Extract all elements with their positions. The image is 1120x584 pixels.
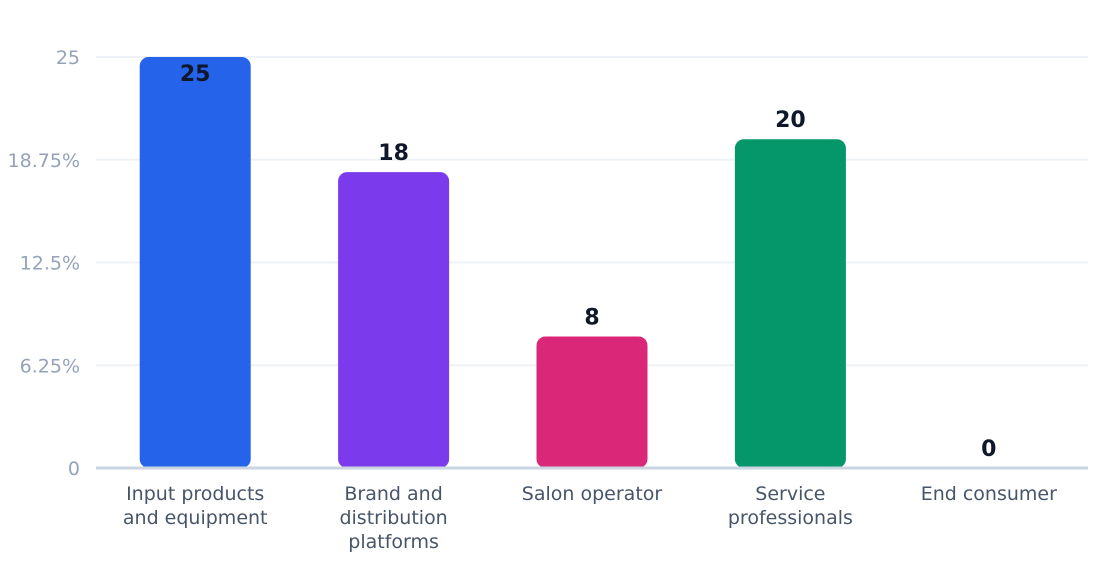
- data-label: 8: [584, 305, 599, 330]
- x-tick-label: platforms: [348, 531, 439, 553]
- x-tick-label: distribution: [339, 507, 447, 529]
- data-label: 25: [180, 62, 211, 87]
- y-axis-ticks: 0 6.25% 12.5% 18.75% 25: [8, 47, 80, 480]
- bars: [139, 57, 846, 468]
- bar: [139, 57, 251, 468]
- bar: [536, 336, 648, 468]
- y-tick-label: 0: [68, 458, 80, 480]
- y-tick-label: 6.25%: [20, 355, 80, 377]
- x-tick-label: Input products: [126, 483, 264, 505]
- data-label: 18: [378, 141, 409, 166]
- bar: [338, 172, 450, 468]
- x-tick-label: professionals: [728, 507, 853, 529]
- bar: [734, 139, 846, 468]
- x-tick-label: End consumer: [921, 483, 1057, 505]
- x-tick-label: Service: [755, 483, 825, 505]
- y-tick-label: 25: [56, 47, 80, 69]
- x-tick-label: Brand and: [344, 483, 442, 505]
- data-label: 20: [775, 108, 806, 133]
- x-tick-label: Salon operator: [522, 483, 663, 505]
- value-labels: 25 18 8 20 0: [180, 62, 997, 462]
- y-tick-label: 18.75%: [8, 150, 80, 172]
- y-tick-label: 12.5%: [20, 253, 80, 275]
- x-tick-label: and equipment: [123, 507, 268, 529]
- data-label: 0: [981, 437, 996, 462]
